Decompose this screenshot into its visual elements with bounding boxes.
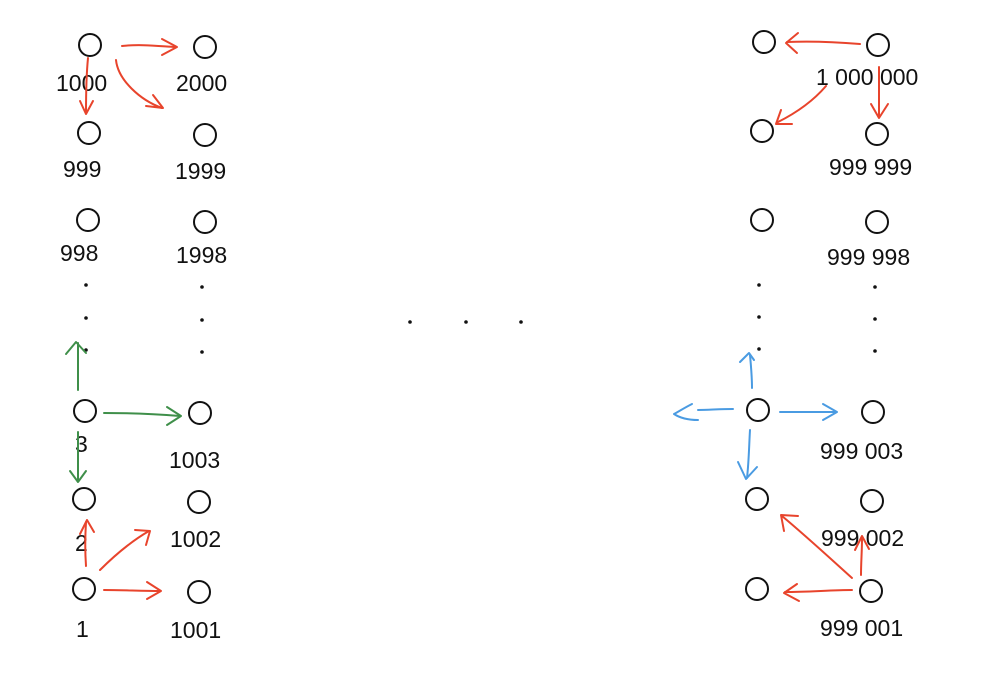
arrowhead bbox=[854, 535, 870, 551]
node-1000000 bbox=[866, 33, 890, 57]
arrowhead bbox=[161, 38, 178, 56]
arrowhead bbox=[146, 581, 162, 600]
node-999002 bbox=[860, 489, 884, 513]
node-1999 bbox=[193, 123, 217, 147]
node-999998 bbox=[865, 210, 889, 234]
label-999: 999 bbox=[63, 156, 101, 182]
middle-ellipsis-dot bbox=[519, 320, 523, 324]
node-999999 bbox=[865, 122, 889, 146]
label-999001: 999 001 bbox=[820, 615, 903, 641]
arrowhead bbox=[134, 529, 151, 546]
node-3 bbox=[73, 399, 97, 423]
node-1 bbox=[72, 577, 96, 601]
label-1998: 1998 bbox=[176, 242, 227, 268]
arrowhead bbox=[145, 94, 164, 109]
ellipsis-dot bbox=[200, 318, 204, 322]
label-2000: 2000 bbox=[176, 70, 227, 96]
node-top-left-neighbor bbox=[752, 30, 776, 54]
node-center-blue bbox=[746, 398, 770, 422]
node-1001 bbox=[187, 580, 211, 604]
arrow-1000-to-2000 bbox=[121, 44, 177, 48]
node-1000 bbox=[78, 33, 102, 57]
arrow-center-down bbox=[746, 429, 751, 479]
label-1001: 1001 bbox=[170, 617, 221, 643]
arrowhead bbox=[822, 403, 838, 421]
arrowhead bbox=[783, 583, 800, 602]
node-1003 bbox=[188, 401, 212, 425]
arrow-3-to-1003 bbox=[103, 412, 181, 417]
arrow-center-left-head bbox=[673, 403, 699, 421]
arrowhead bbox=[79, 100, 94, 115]
ellipsis-dot bbox=[873, 285, 877, 289]
ellipsis-dot bbox=[200, 285, 204, 289]
label-1999: 1999 bbox=[175, 158, 226, 184]
label-998: 998 bbox=[60, 240, 98, 266]
arrow-999001-to-lower-left bbox=[781, 515, 853, 579]
arrowhead bbox=[785, 32, 799, 54]
node-999001 bbox=[859, 579, 883, 603]
arrowhead bbox=[780, 514, 799, 532]
ellipsis-dot bbox=[200, 350, 204, 354]
node-third-left bbox=[750, 208, 774, 232]
ellipsis-dot bbox=[873, 349, 877, 353]
label-3: 3 bbox=[75, 431, 88, 457]
node-second-left bbox=[750, 119, 774, 143]
middle-ellipsis-dot bbox=[408, 320, 412, 324]
arrowhead bbox=[775, 109, 793, 125]
arrow-1-to-1001 bbox=[103, 589, 161, 592]
arrowhead bbox=[737, 461, 758, 480]
arrow-1-to-1002 bbox=[99, 530, 150, 571]
ellipsis-dot bbox=[84, 316, 88, 320]
arrowhead bbox=[65, 341, 87, 355]
ellipsis-dot bbox=[84, 283, 88, 287]
node-999003 bbox=[861, 400, 885, 424]
node-2 bbox=[72, 487, 96, 511]
label-999003: 999 003 bbox=[820, 438, 903, 464]
arrowhead bbox=[79, 519, 95, 535]
label-1000: 1000 bbox=[56, 70, 107, 96]
node-bottom-left bbox=[745, 577, 769, 601]
arrow-1000-to-999 bbox=[85, 57, 89, 114]
arrowhead bbox=[69, 470, 87, 483]
arrowhead bbox=[166, 406, 182, 426]
arrowhead bbox=[739, 352, 755, 363]
node-1998 bbox=[193, 210, 217, 234]
ellipsis-dot bbox=[873, 317, 877, 321]
arrow-999001-to-left bbox=[784, 589, 853, 593]
label-1: 1 bbox=[76, 616, 89, 642]
arrow-1000000-to-left bbox=[786, 40, 861, 45]
arrow-1-to-2 bbox=[84, 521, 87, 567]
label-1000000: 1 000 000 bbox=[816, 64, 918, 90]
arrow-1000-to-1999 bbox=[115, 59, 163, 109]
node-lower-left bbox=[745, 487, 769, 511]
ellipsis-dot bbox=[757, 347, 761, 351]
arrow-999001-to-999002 bbox=[860, 537, 863, 576]
label-1003: 1003 bbox=[169, 447, 220, 473]
label-999999: 999 999 bbox=[829, 154, 912, 180]
arrow-1000000-to-second-left bbox=[777, 85, 827, 123]
node-999 bbox=[77, 121, 101, 145]
label-1002: 1002 bbox=[170, 526, 221, 552]
middle-ellipsis-dot bbox=[464, 320, 468, 324]
arrowhead bbox=[870, 103, 889, 119]
ellipsis-dot bbox=[757, 315, 761, 319]
node-2000 bbox=[193, 35, 217, 59]
node-1002 bbox=[187, 490, 211, 514]
arrow-center-up bbox=[749, 354, 753, 389]
ellipsis-dot bbox=[757, 283, 761, 287]
arrow-center-left bbox=[697, 408, 734, 411]
node-998 bbox=[76, 208, 100, 232]
label-999998: 999 998 bbox=[827, 244, 910, 270]
